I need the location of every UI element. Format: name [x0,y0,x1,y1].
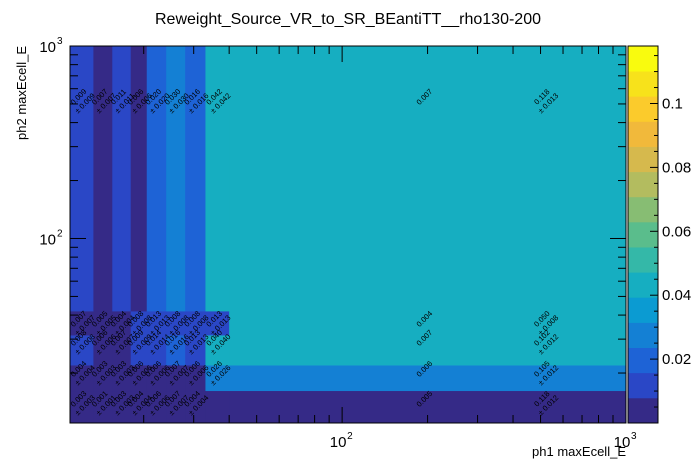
heatmap-cell [205,335,230,366]
heatmap-cell [185,335,206,366]
x-tick-exponent: 3 [631,431,637,442]
y-axis-title: ph2 maxEcell_E [14,46,29,140]
x-tick-label: 10 [614,434,631,451]
heatmap-cell [166,390,186,424]
heatmap-cell [229,46,627,312]
heatmap-cell [185,390,206,424]
heatmap-cell [146,365,167,392]
colorbar-segment [628,247,658,273]
heatmap-cell [205,365,230,392]
heatmap-cell [146,390,167,424]
heatmap-cell [205,46,230,312]
heatmap-cell [112,311,132,336]
colorbar-segment [628,46,658,72]
x-tick-exponent: 2 [347,431,353,442]
colorbar-tick-label: 0.06 [662,223,691,240]
colorbar: 0.02 0.04 0.06 0.08 0.1 [627,45,691,424]
heatmap-cell [112,335,132,366]
heatmap-cell [146,46,167,312]
colorbar-segment [628,96,658,122]
heatmap-cell [70,46,94,312]
heatmap-cell [229,365,627,392]
x-axis: 10 2 10 3 [143,46,637,451]
heatmap-cell [166,46,186,312]
heatmap-cell [205,311,230,336]
heatmap-cell [166,335,186,366]
colorbar-tick-label: 0.04 [662,287,691,304]
heatmap-cell [93,311,113,336]
heatmap-cell [185,311,206,336]
y-tick-exponent: 3 [57,36,63,47]
colorbar-segment [628,196,658,223]
heatmap-cell [130,390,148,424]
heatmap-cell [93,46,113,312]
heatmap-cell [93,335,113,366]
colorbar-segment [628,121,658,147]
colorbar-segment [628,347,658,374]
colorbar-segment [628,372,658,399]
heatmap-cell [130,311,148,336]
heatmap-cell [70,365,94,392]
heatmap-cell [70,335,94,366]
colorbar-tick-label: 0.1 [662,96,683,113]
colorbar-segment [628,146,658,173]
colorbar-segment [628,322,658,348]
colorbar-segment [628,272,658,298]
heatmap-cell [185,46,206,312]
heatmap-cell [130,365,148,392]
x-axis-title: ph1 maxEcell_E [532,444,626,459]
heatmap-cell [166,365,186,392]
heatmap-cell [93,365,113,392]
heatmap-cell [112,365,132,392]
heatmap-cell [205,390,230,424]
heatmap-cell [130,46,148,312]
heatmap-cell [93,390,113,424]
heatmap-cell [146,335,167,366]
colorbar-segment [628,221,658,248]
heatmap-cell [146,311,167,336]
heatmap-cell [130,335,148,366]
heatmap-cell [229,335,627,366]
colorbar-segment [628,71,658,97]
y-tick-exponent: 2 [57,228,63,239]
heatmap-cell [112,46,132,312]
colorbar-frame [627,45,659,424]
chart-title: Reweight_Source_VR_to_SR_BEantiTT__rho13… [155,11,541,28]
x-tick-label: 10 [330,434,347,451]
heatmap-cell [229,311,627,336]
heatmap-cell [166,311,186,336]
colorbar-segment [628,171,658,198]
colorbar-tick-label: 0.02 [662,351,691,368]
y-tick-label: 10 [39,39,56,56]
colorbar-segment [628,297,658,323]
heatmap-cell [112,390,132,424]
y-tick-label: 10 [39,231,56,248]
colorbar-segment [628,397,658,424]
plot-frame [69,45,627,424]
heatmap-cell [185,365,206,392]
heatmap-cell [70,311,94,336]
heatmap-cells [70,46,627,424]
colorbar-tick-label: 0.08 [662,159,691,176]
heatmap-cell [70,390,94,424]
